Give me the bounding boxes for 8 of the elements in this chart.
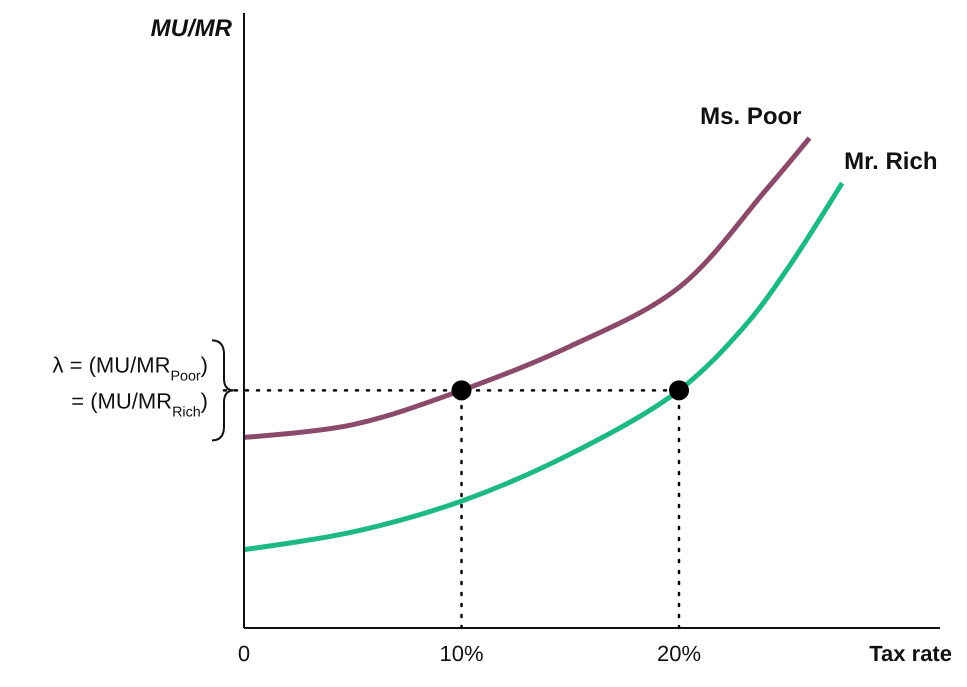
series-label: Ms. Poor bbox=[700, 103, 802, 130]
y-axis-title: MU/MR bbox=[150, 15, 233, 42]
x-axis-title: Tax rate bbox=[869, 641, 952, 666]
x-tick-label: 0 bbox=[238, 641, 250, 666]
x-tick-label: 10% bbox=[439, 641, 484, 666]
series-label: Mr. Rich bbox=[844, 148, 938, 176]
text: λ = (MU/MR$_{Poor}$) = (MU/MR$_{Rich}$) bbox=[52, 352, 208, 420]
x-tick-label: 20% bbox=[656, 641, 702, 666]
